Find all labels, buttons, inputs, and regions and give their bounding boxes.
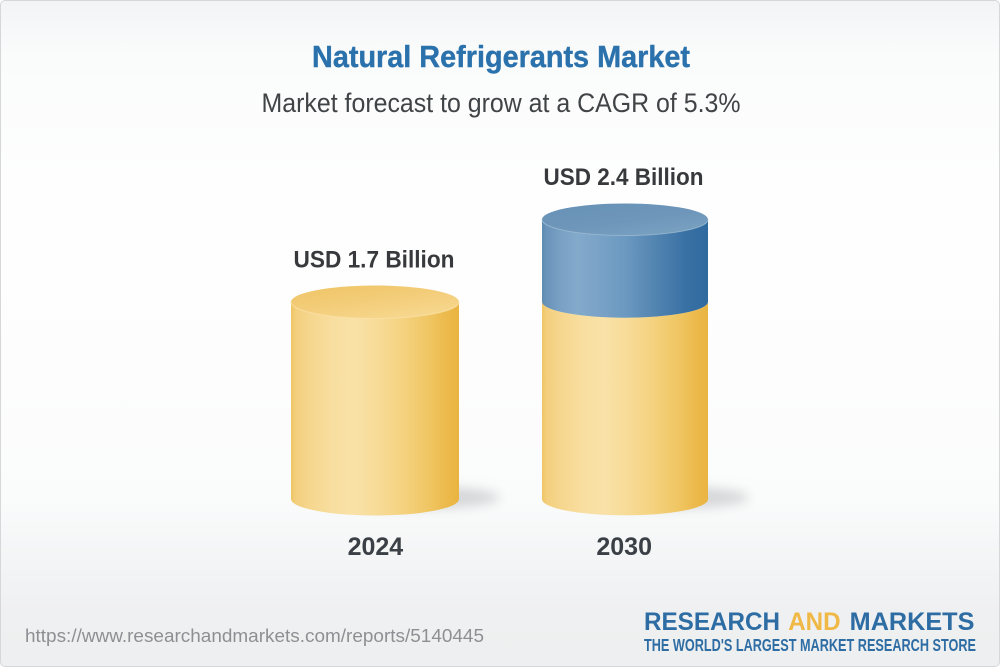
svg-text:https://www.researchandmarkets: https://www.researchandmarkets.com/repor…: [25, 625, 484, 646]
svg-text:2030: 2030: [596, 533, 652, 561]
svg-text:Natural Refrigerants Market: Natural Refrigerants Market: [312, 39, 690, 74]
svg-text:MARKETS: MARKETS: [850, 608, 975, 636]
svg-text:AND: AND: [788, 608, 840, 636]
svg-text:USD 2.4 Billion: USD 2.4 Billion: [544, 164, 704, 191]
svg-text:THE WORLD'S LARGEST MARKET RES: THE WORLD'S LARGEST MARKET RESEARCH STOR…: [644, 635, 976, 655]
svg-text:USD 1.7 Billion: USD 1.7 Billion: [294, 246, 455, 273]
svg-text:2024: 2024: [348, 533, 404, 561]
svg-text:RESEARCH: RESEARCH: [644, 608, 780, 636]
svg-text:Market forecast to grow at a C: Market forecast to grow at a CAGR of 5.3…: [262, 88, 741, 118]
